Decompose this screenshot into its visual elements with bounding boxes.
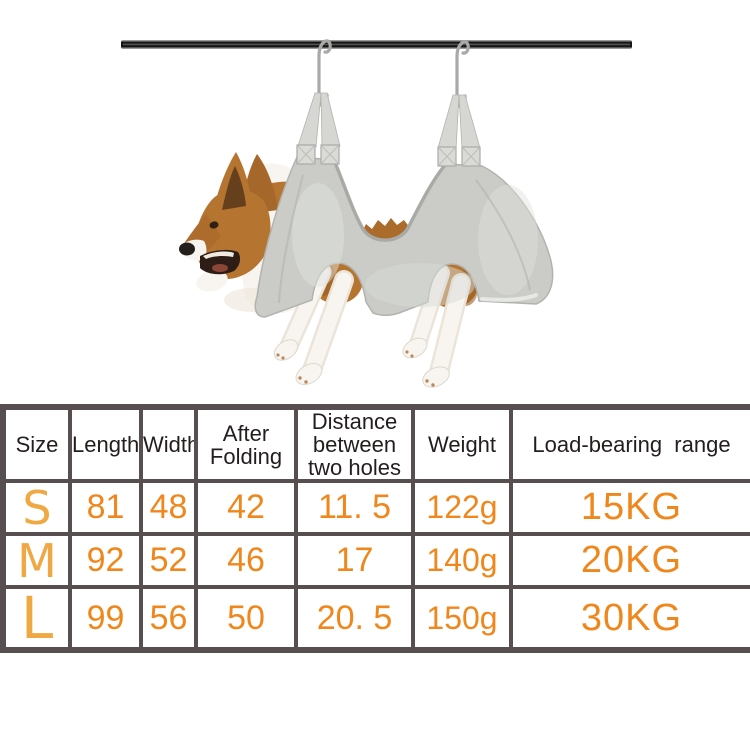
dog-ear-inner [222,166,246,210]
table-row-m: M 92 52 46 17 140g 20KG [1,532,750,590]
size-label: S [1,479,72,537]
col-header-size: Size [1,404,72,484]
width-value: 56 [139,585,198,653]
weight-value: 150g [411,585,513,653]
load-bearing-value: 15KG [509,479,750,537]
dog-mouth [200,249,241,275]
hanging-rod [121,40,632,49]
distance-value: 17 [294,532,415,590]
hammock-strap-right [437,94,481,150]
weight-value: 122g [411,479,513,537]
table-row-s: S 81 48 42 11. 5 122g 15KG [1,479,750,537]
distance-value: 11. 5 [294,479,415,537]
size-label: L [1,585,72,653]
after-folding-value: 46 [194,532,298,590]
size-table: Size Length Width After Folding Distance… [0,404,750,654]
size-label: M [1,532,72,590]
dog-hammock-photo [121,39,632,388]
hammock [254,144,554,318]
length-value: 92 [68,532,143,590]
width-value: 52 [139,532,198,590]
col-header-length: Length [68,404,143,484]
table-header-row: Size Length Width After Folding Distance… [1,404,750,484]
length-value: 99 [68,585,143,653]
col-header-width: Width [139,404,198,484]
col-header-distance: Distance between two holes [294,404,415,484]
col-header-weight: Weight [411,404,513,484]
load-bearing-value: 30KG [509,585,750,653]
dog-eye [209,221,219,229]
dog-nose [179,242,195,256]
width-value: 48 [139,479,198,537]
col-header-load-bearing: Load-bearing range [509,404,750,484]
col-header-after-folding: After Folding [194,404,298,484]
hammock-strap-left [297,92,341,148]
length-value: 81 [68,479,143,537]
load-bearing-value: 20KG [509,532,750,590]
weight-value: 140g [411,532,513,590]
table-row-l: L 99 56 50 20. 5 150g 30KG [1,585,750,653]
distance-value: 20. 5 [294,585,415,653]
after-folding-value: 42 [194,479,298,537]
after-folding-value: 50 [194,585,298,653]
